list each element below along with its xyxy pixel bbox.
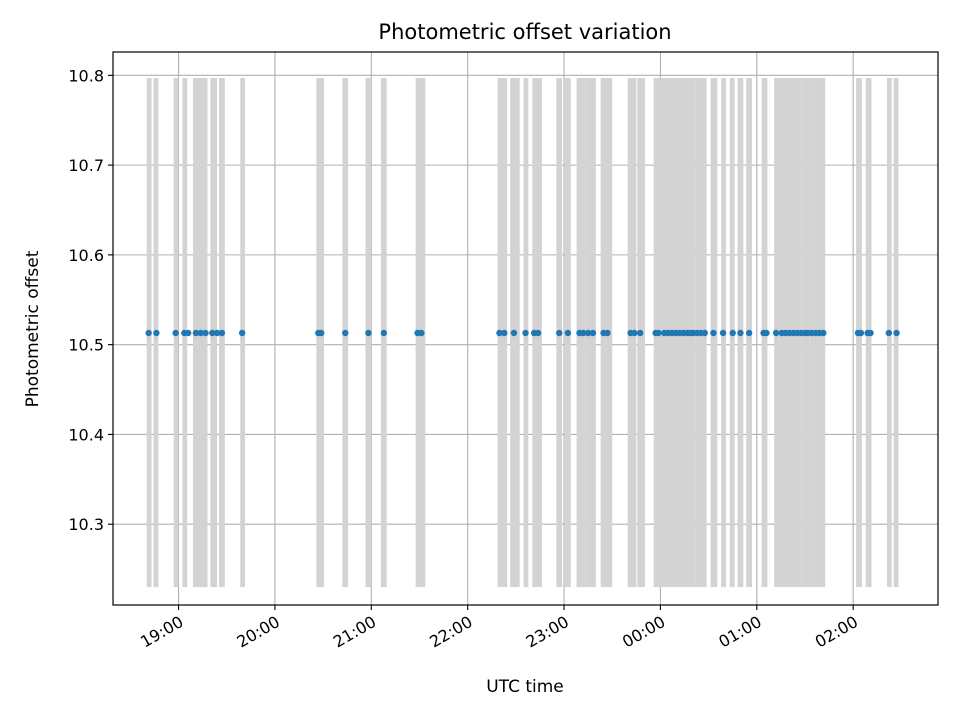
- data-point: [145, 329, 152, 337]
- data-point: [380, 329, 388, 337]
- data-point: [342, 329, 349, 337]
- x-tick-label: 23:00: [523, 612, 572, 652]
- x-tick-label: 02:00: [812, 612, 861, 652]
- data-point: [584, 329, 592, 337]
- data-point: [197, 329, 204, 337]
- data-point: [184, 329, 192, 337]
- data-point: [510, 329, 518, 337]
- y-axis-label: Photometric offset: [23, 250, 43, 407]
- data-point: [238, 329, 246, 337]
- data-point: [857, 329, 865, 337]
- x-tick-label: 20:00: [233, 612, 282, 652]
- data-point: [893, 329, 900, 337]
- data-point: [737, 329, 744, 337]
- data-point: [655, 329, 662, 337]
- chart-title: Photometric offset variation: [378, 20, 671, 44]
- data-point: [719, 329, 727, 337]
- data-point: [317, 329, 325, 337]
- data-point: [153, 329, 160, 337]
- data-point: [501, 329, 508, 337]
- data-point: [496, 329, 503, 337]
- x-tick-label: 01:00: [715, 612, 764, 652]
- x-tick-label: 19:00: [137, 612, 186, 652]
- y-tick-label: 10.4: [68, 425, 104, 444]
- data-point: [729, 329, 736, 337]
- data-point: [218, 329, 226, 337]
- data-point: [589, 329, 597, 337]
- data-point: [636, 329, 644, 337]
- y-tick-label: 10.3: [68, 515, 104, 534]
- data-point: [564, 329, 572, 337]
- x-tick-label: 21:00: [330, 612, 379, 652]
- data-point: [418, 329, 425, 337]
- data-point: [534, 329, 542, 337]
- data-point: [885, 329, 893, 337]
- data-point: [745, 329, 753, 337]
- y-tick-label: 10.5: [68, 336, 104, 355]
- plot-frame: [112, 51, 939, 606]
- data-point: [580, 329, 587, 337]
- x-axis-label: UTC time: [486, 677, 564, 697]
- data-point: [710, 329, 717, 337]
- data-point: [556, 329, 563, 337]
- data-point: [365, 329, 372, 337]
- x-tick-label: 00:00: [619, 612, 668, 652]
- data-point: [701, 329, 708, 337]
- data-point: [763, 329, 770, 337]
- data-point: [604, 329, 611, 337]
- point-layer: [145, 329, 900, 337]
- data-point: [172, 329, 179, 337]
- data-point: [213, 329, 221, 337]
- data-point: [522, 329, 529, 337]
- x-tick-label: 22:00: [426, 612, 475, 652]
- data-point: [631, 329, 638, 337]
- data-point: [772, 329, 780, 337]
- data-point: [202, 329, 209, 337]
- data-point: [192, 329, 200, 337]
- data-point: [867, 329, 874, 337]
- y-tick-label: 10.6: [68, 246, 104, 265]
- data-point: [820, 329, 827, 337]
- y-tick-label: 10.8: [68, 66, 104, 85]
- data-point: [209, 329, 216, 337]
- y-tick-label: 10.7: [68, 156, 104, 175]
